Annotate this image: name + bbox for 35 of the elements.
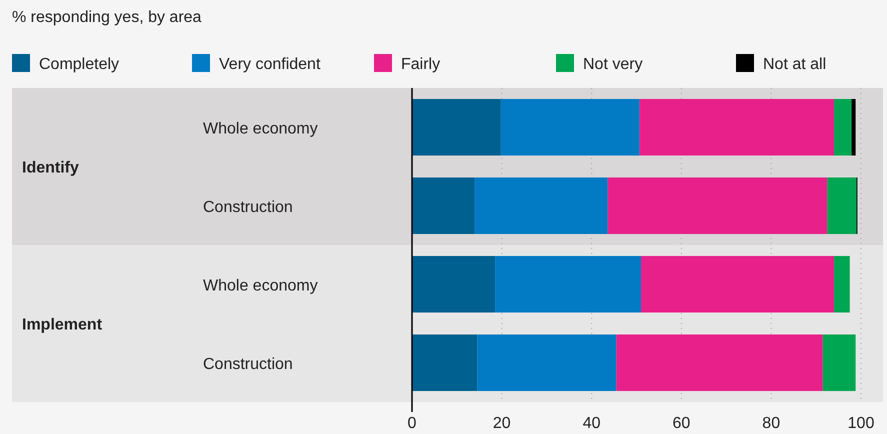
bar <box>834 256 850 313</box>
bar <box>827 177 857 234</box>
bar <box>412 334 478 392</box>
y-tick-label: Whole economy <box>203 277 318 294</box>
bar <box>822 334 856 392</box>
x-tick-label: 20 <box>492 415 511 432</box>
bar <box>640 256 834 313</box>
legend-label: Not very <box>583 56 643 73</box>
bar <box>640 98 834 156</box>
x-tick-label: 40 <box>582 415 601 432</box>
x-tick-label: 0 <box>408 415 417 432</box>
legend-label: Fairly <box>401 56 440 73</box>
bar <box>500 98 640 156</box>
bar <box>412 98 501 156</box>
bar <box>412 177 475 234</box>
bar <box>495 256 641 313</box>
bar <box>477 334 616 392</box>
legend-label: Completely <box>39 56 120 73</box>
bar <box>834 98 852 156</box>
bar <box>608 177 828 234</box>
legend-label: Very confident <box>219 56 321 73</box>
y-tick-label: Construction <box>203 356 293 373</box>
y-tick-label: Whole economy <box>203 120 318 138</box>
x-tick-label: 100 <box>848 415 874 432</box>
bar <box>474 177 608 234</box>
text: % responding yes, by area <box>12 9 202 26</box>
bar <box>412 256 496 313</box>
band-label: Identify <box>22 160 79 176</box>
legend-label: Not at all <box>763 56 826 73</box>
y-tick-label: Construction <box>203 198 293 216</box>
x-tick-label: 80 <box>762 415 780 432</box>
bar <box>616 334 823 392</box>
x-tick-label: 60 <box>672 415 690 432</box>
text: Implement <box>22 316 103 334</box>
bar <box>852 98 856 156</box>
